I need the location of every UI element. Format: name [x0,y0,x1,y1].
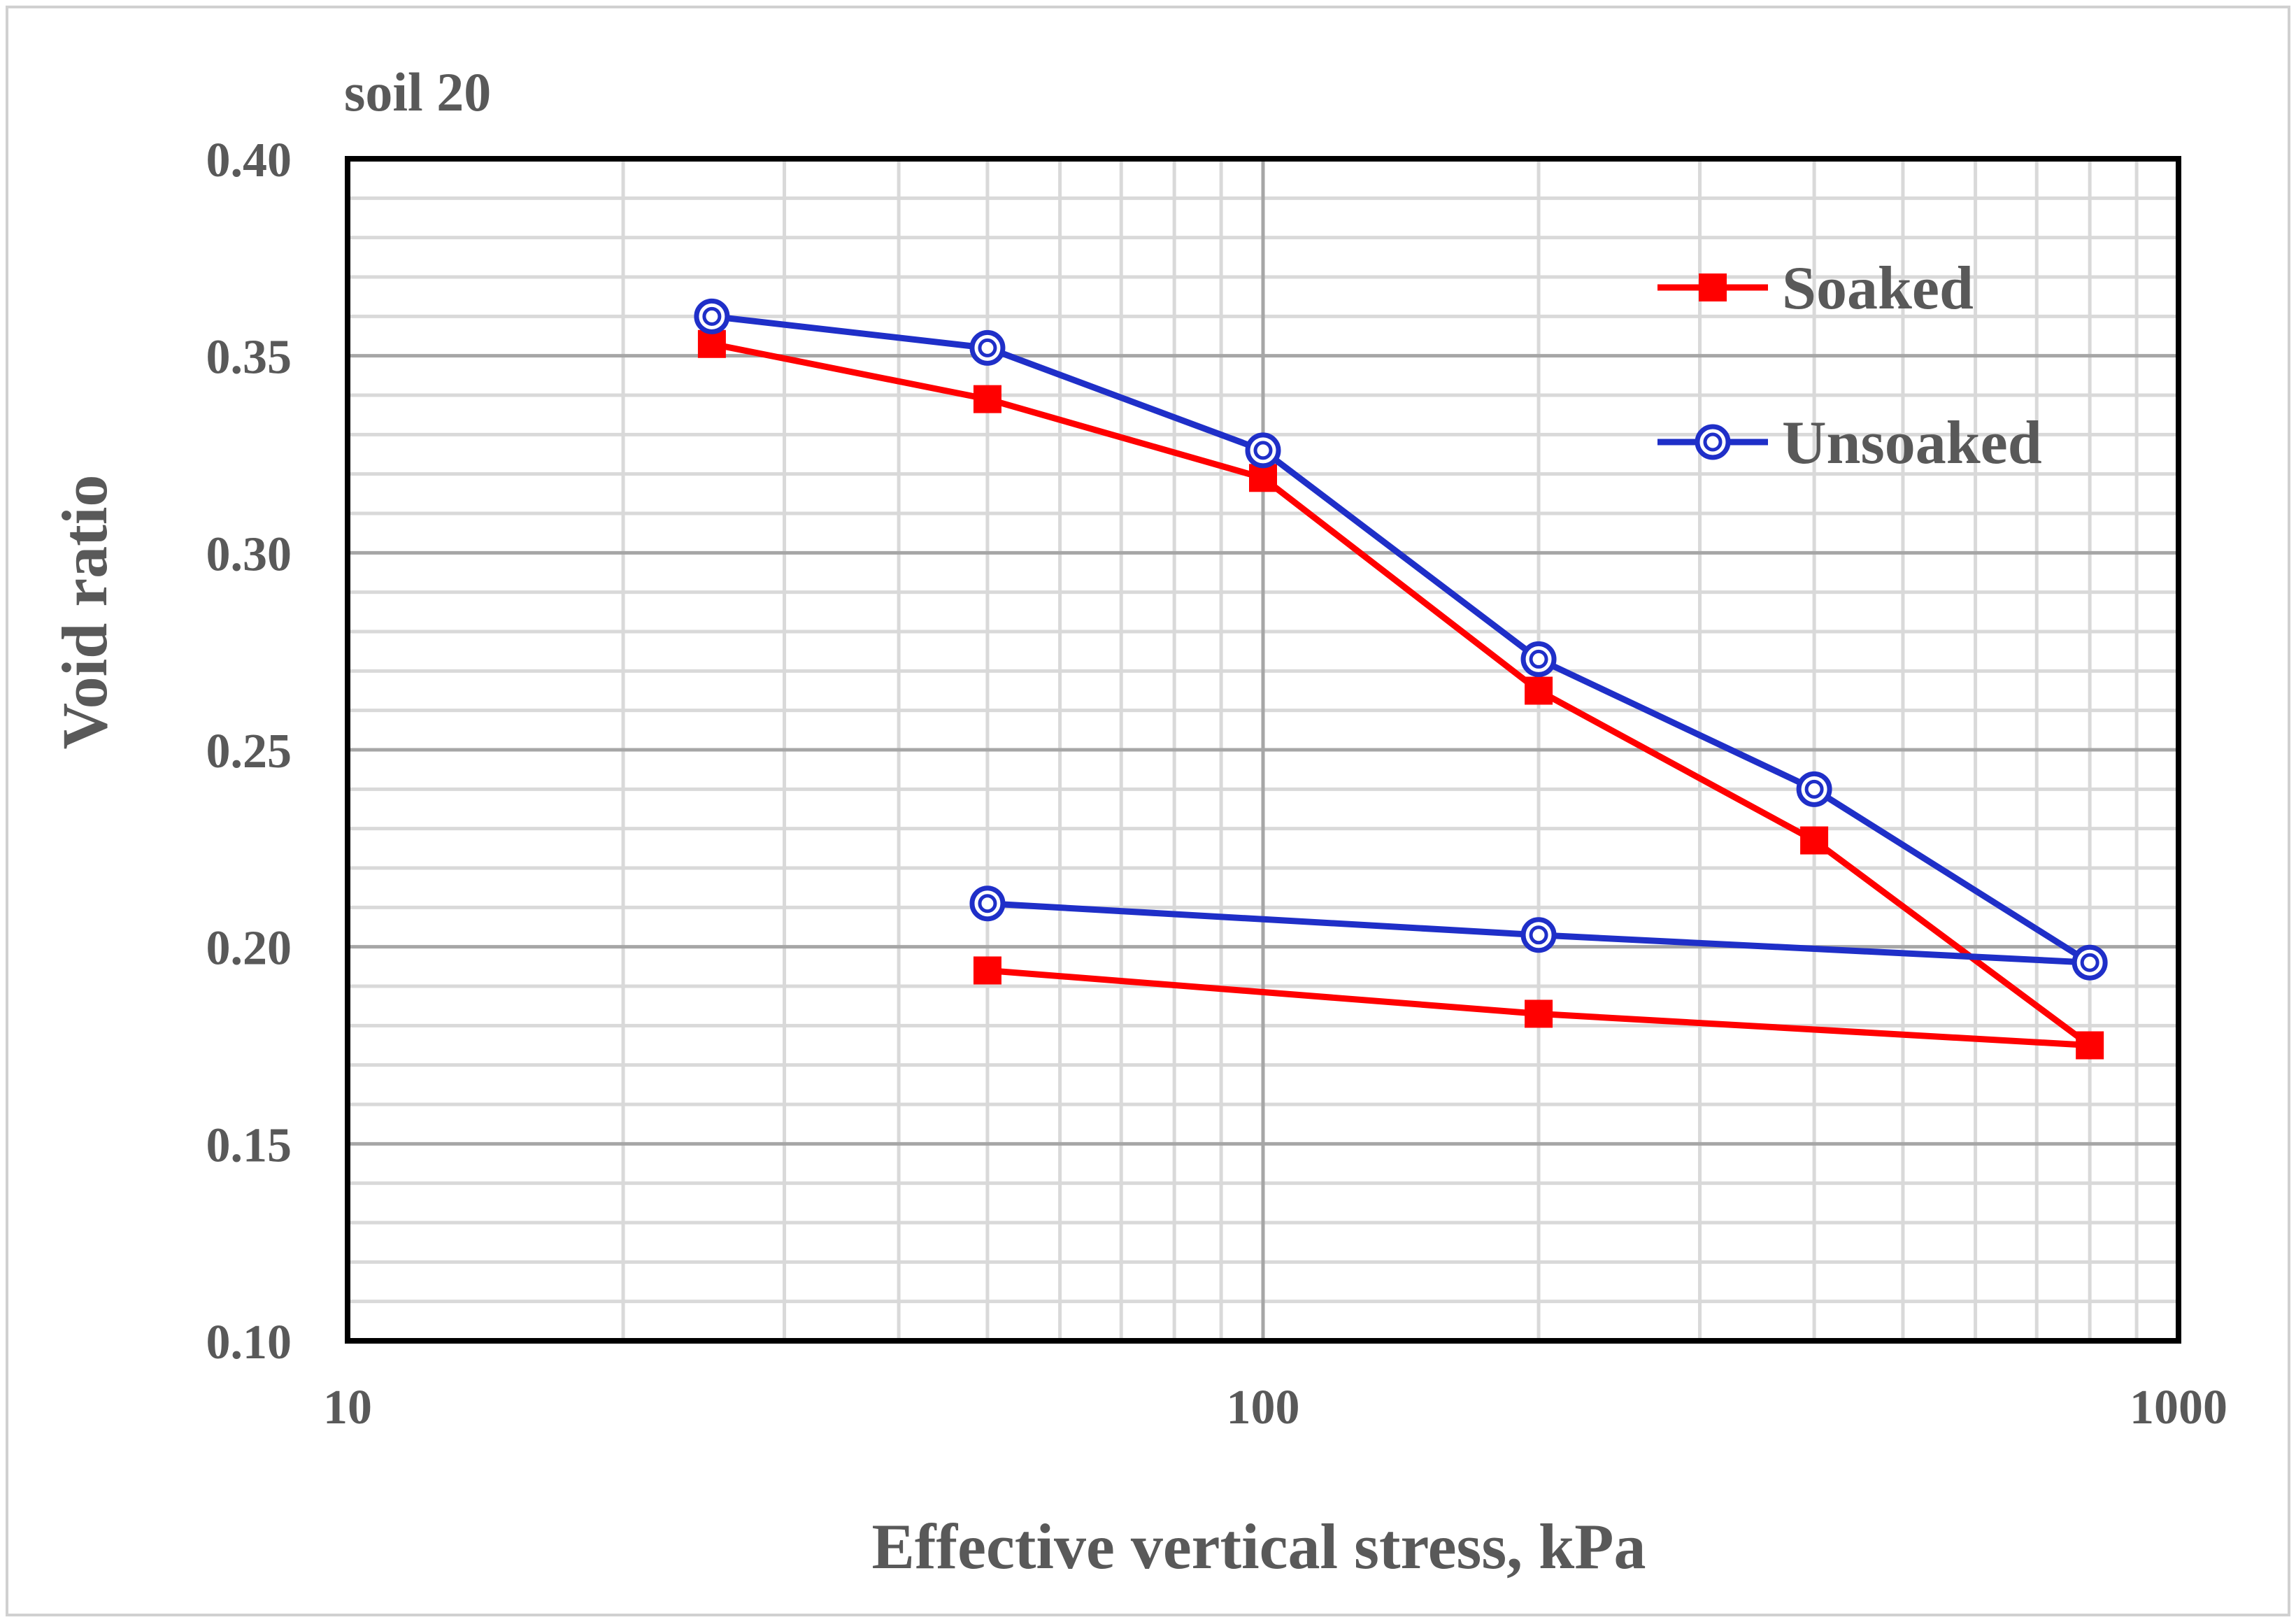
y-tick-label: 0.10 [206,1316,292,1370]
unsoaked-point [694,298,730,334]
unsoaked-point [2072,944,2108,981]
y-tick-label: 0.15 [206,1118,292,1172]
soaked-point [1525,676,1553,705]
grid-lines [345,157,2181,1343]
legend: Soaked Unsoaked [1657,255,2042,477]
unsoaked-line [711,313,2093,966]
series-soaked [697,329,2104,1060]
y-tick-label: 0.20 [206,922,292,976]
soaked-point [1525,999,1553,1028]
soaked-point [973,956,1001,985]
unsoaked-point [969,329,1006,366]
x-axis-title: Effective vertical stress, kPa [871,1511,1646,1582]
soaked-point [2076,1031,2104,1060]
y-tick-label: 0.30 [206,527,292,581]
data-series [694,298,2108,1060]
y-axis-title: Void ratio [49,475,120,750]
soaked-line [711,341,2093,1048]
plot-area-frame [345,156,2181,1344]
tick-labels: 0.10 0.15 0.20 0.25 0.30 0.35 0.40 10 100 1000 [206,134,2228,1435]
legend-marker-unsoaked [1695,424,1731,460]
y-tick-label: 0.25 [206,725,292,778]
legend-label-soaked: Soaked [1782,255,1974,322]
legend-item-unsoaked: Unsoaked [1657,409,2042,477]
unsoaked-point [1520,641,1557,677]
x-tick-label: 10 [323,1381,372,1435]
y-tick-label: 0.40 [206,134,292,187]
unsoaked-point [1520,917,1557,953]
soaked-point [973,385,1001,413]
chart-border [6,6,2290,1616]
soaked-point [1249,464,1277,492]
legend-item-soaked: Soaked [1657,255,1974,322]
x-tick-label: 1000 [2130,1381,2227,1435]
soaked-point [1800,826,1829,855]
legend-label-unsoaked: Unsoaked [1782,409,2042,477]
chart-title: soil 20 [344,62,491,122]
unsoaked-point [1796,771,1832,807]
unsoaked-point [969,885,1006,922]
legend-marker-soaked [1699,273,1727,301]
unsoaked-point [1245,432,1281,469]
y-tick-label: 0.35 [206,331,292,385]
series-unsoaked [694,298,2108,981]
x-tick-label: 100 [1227,1381,1300,1435]
soaked-point [697,329,726,358]
